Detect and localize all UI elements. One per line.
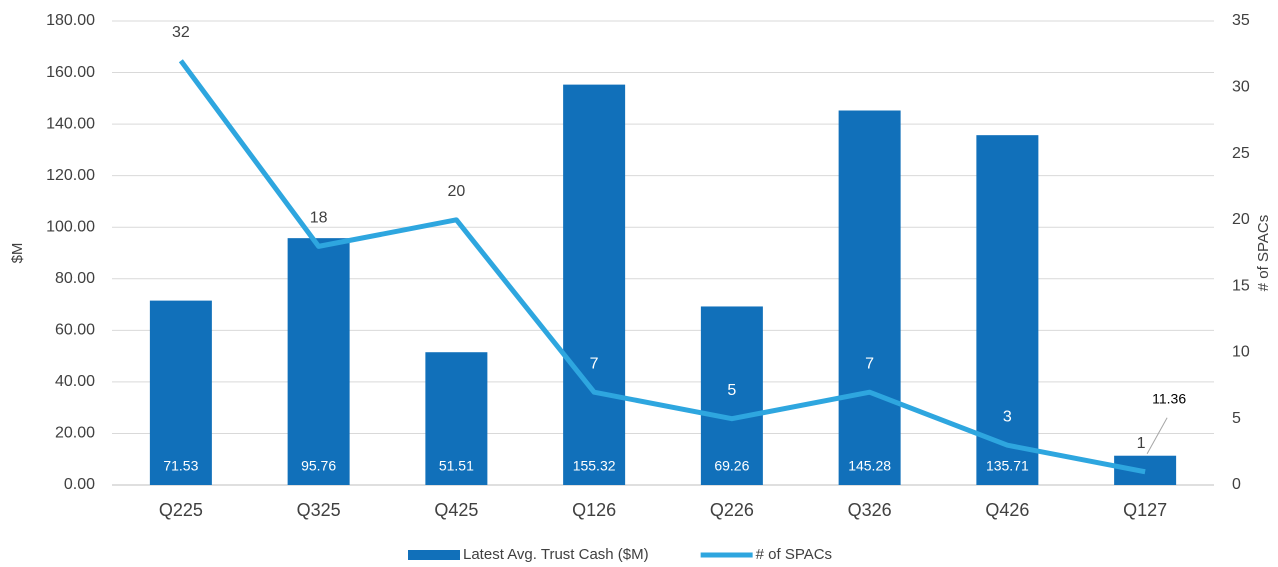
y-tick-label: 100.00 xyxy=(46,218,95,235)
y2-tick-label: 0 xyxy=(1232,476,1241,493)
y2-tick-label: 5 xyxy=(1232,410,1241,427)
x-tick-label: Q225 xyxy=(159,500,203,520)
x-tick-label: Q426 xyxy=(985,500,1029,520)
bar-value-label: 145.28 xyxy=(848,458,891,474)
line-value-label: 7 xyxy=(590,355,599,372)
bar-value-label: 71.53 xyxy=(163,458,198,474)
x-tick-label: Q326 xyxy=(848,500,892,520)
line-series xyxy=(178,59,1146,475)
y2-tick-label: 30 xyxy=(1232,79,1250,96)
y-tick-label: 20.00 xyxy=(55,425,95,442)
y-tick-label: 160.00 xyxy=(46,64,95,81)
y2-axis-label: # of SPACs xyxy=(1255,215,1272,291)
bar-value-label: 155.32 xyxy=(573,458,616,474)
legend-label: Latest Avg. Trust Cash ($M) xyxy=(463,546,649,563)
bar-value-label: 51.51 xyxy=(439,458,474,474)
y-tick-label: 60.00 xyxy=(55,322,95,339)
bar-value-label: 69.26 xyxy=(714,458,749,474)
x-tick-label: Q126 xyxy=(572,500,616,520)
x-tick-label: Q425 xyxy=(434,500,478,520)
line-value-label: 7 xyxy=(865,355,874,372)
bar xyxy=(287,238,350,485)
y-tick-label: 120.00 xyxy=(46,167,95,184)
x-tick-label: Q325 xyxy=(297,500,341,520)
bar xyxy=(976,135,1039,485)
line-value-label: 32 xyxy=(172,24,190,41)
bar xyxy=(149,300,212,485)
y-tick-label: 80.00 xyxy=(55,270,95,287)
y-axis-label: $M xyxy=(9,243,26,264)
y2-tick-label: 15 xyxy=(1232,277,1250,294)
x-tick-label: Q226 xyxy=(710,500,754,520)
bar xyxy=(563,84,626,485)
y2-tick-label: 25 xyxy=(1232,145,1250,162)
line-value-label: 5 xyxy=(727,382,736,399)
line-value-label: 20 xyxy=(447,183,465,200)
y-tick-label: 0.00 xyxy=(64,476,95,493)
legend-swatch xyxy=(408,550,460,560)
bar-value-label: 135.71 xyxy=(986,458,1029,474)
bar xyxy=(700,306,763,485)
y-tick-label: 180.00 xyxy=(46,12,95,29)
y2-tick-label: 10 xyxy=(1232,344,1250,361)
y2-tick-label: 20 xyxy=(1232,211,1250,228)
x-tick-label: Q127 xyxy=(1123,500,1167,520)
y-tick-label: 140.00 xyxy=(46,115,95,132)
bar-value-label: 95.76 xyxy=(301,458,336,474)
y2-tick-label: 35 xyxy=(1232,12,1250,29)
bar xyxy=(425,352,488,485)
bar xyxy=(838,110,901,486)
bar-value-label: 11.36 xyxy=(1152,390,1186,406)
leader-line xyxy=(1146,417,1168,454)
y-tick-label: 40.00 xyxy=(55,373,95,390)
line-value-label: 18 xyxy=(310,210,328,227)
line-value-label: 3 xyxy=(1003,408,1012,425)
legend-label: # of SPACs xyxy=(756,546,832,563)
line-value-label: 1 xyxy=(1137,435,1146,452)
